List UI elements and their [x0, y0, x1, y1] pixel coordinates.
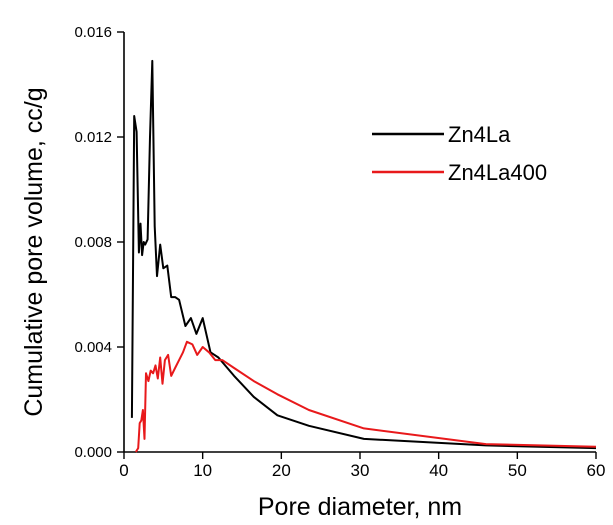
y-tick-label: 0.012 — [74, 129, 112, 146]
ticks: 0 10 20 30 40 50 60 0.000 0.004 0.008 0.012 0.016 — [74, 24, 605, 480]
legend-label-zn4la: Zn4La — [448, 122, 511, 147]
x-tick-label: 20 — [272, 461, 291, 480]
legend: Zn4La Zn4La400 — [372, 122, 547, 185]
x-tick-label: 30 — [351, 461, 370, 480]
legend-label-zn4la400: Zn4La400 — [448, 160, 547, 185]
x-axis-title: Pore diameter, nm — [258, 493, 462, 521]
y-tick-label: 0.000 — [74, 444, 112, 461]
x-tick-label: 60 — [587, 461, 606, 480]
y-axis-title: Cumulative pore volume, cc/g — [20, 87, 48, 416]
y-tick-label: 0.008 — [74, 234, 112, 251]
x-tick-label: 10 — [193, 461, 212, 480]
series-line-zn4la — [130, 59, 597, 450]
axes — [123, 32, 596, 453]
x-tick-label: 40 — [429, 461, 448, 480]
series-line-zn4la400 — [134, 340, 597, 453]
y-tick-label: 0.016 — [74, 24, 112, 41]
x-tick-label: 50 — [508, 461, 527, 480]
x-tick-label: 0 — [119, 461, 128, 480]
y-tick-label: 0.004 — [74, 339, 112, 356]
series-layer — [130, 59, 597, 453]
